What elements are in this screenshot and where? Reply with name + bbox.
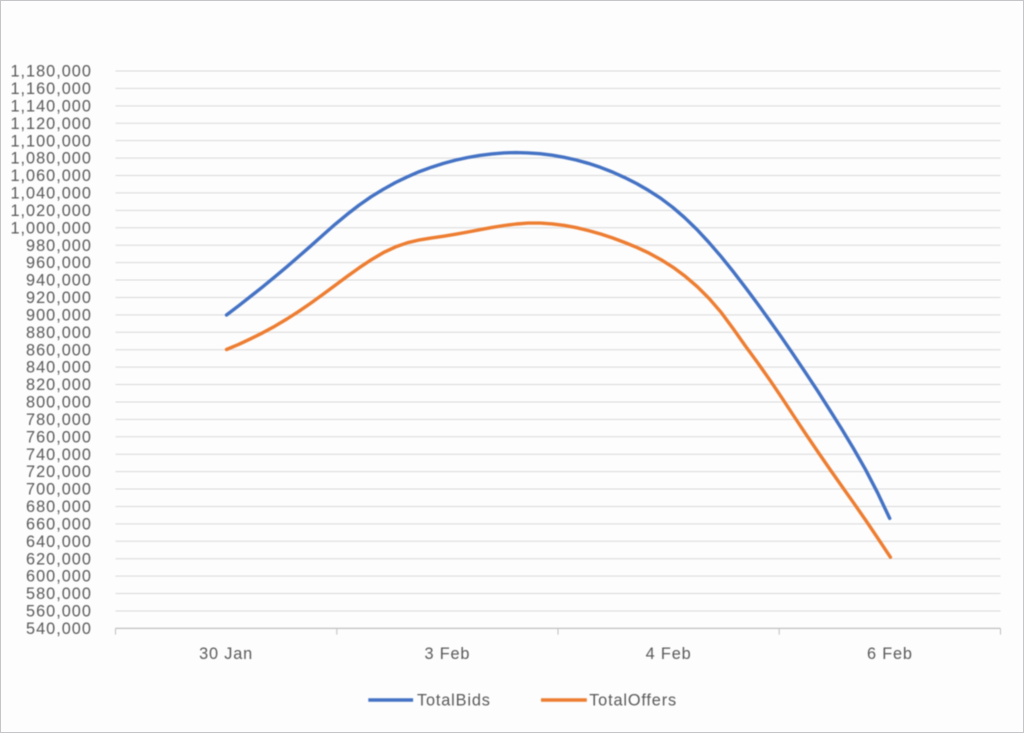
- svg-text:TotalBids: TotalBids: [417, 692, 491, 710]
- svg-text:1,000,000: 1,000,000: [10, 219, 91, 237]
- svg-text:660,000: 660,000: [26, 515, 92, 533]
- svg-text:TotalOffers: TotalOffers: [589, 692, 677, 710]
- svg-text:700,000: 700,000: [26, 481, 92, 499]
- svg-text:1,040,000: 1,040,000: [10, 185, 91, 203]
- svg-text:1,020,000: 1,020,000: [10, 202, 91, 220]
- svg-text:560,000: 560,000: [26, 603, 92, 621]
- svg-text:860,000: 860,000: [26, 341, 92, 359]
- svg-text:820,000: 820,000: [26, 376, 92, 394]
- svg-text:6 Feb: 6 Feb: [867, 645, 913, 663]
- svg-text:1,160,000: 1,160,000: [10, 80, 91, 98]
- svg-text:1,140,000: 1,140,000: [10, 97, 91, 115]
- svg-text:840,000: 840,000: [26, 359, 92, 377]
- svg-text:600,000: 600,000: [26, 568, 92, 586]
- svg-text:800,000: 800,000: [26, 394, 92, 412]
- svg-text:980,000: 980,000: [26, 237, 92, 255]
- svg-text:880,000: 880,000: [26, 324, 92, 342]
- svg-text:30 Jan: 30 Jan: [199, 645, 253, 663]
- svg-text:1,060,000: 1,060,000: [10, 167, 91, 185]
- svg-text:680,000: 680,000: [26, 498, 92, 516]
- svg-text:740,000: 740,000: [26, 446, 92, 464]
- svg-text:1,180,000: 1,180,000: [10, 63, 91, 81]
- svg-text:900,000: 900,000: [26, 306, 92, 324]
- svg-text:640,000: 640,000: [26, 533, 92, 551]
- svg-text:960,000: 960,000: [26, 254, 92, 272]
- svg-text:4 Feb: 4 Feb: [646, 645, 692, 663]
- svg-text:780,000: 780,000: [26, 411, 92, 429]
- svg-text:3 Feb: 3 Feb: [424, 645, 470, 663]
- svg-text:760,000: 760,000: [26, 428, 92, 446]
- svg-text:1,100,000: 1,100,000: [10, 132, 91, 150]
- svg-text:940,000: 940,000: [26, 272, 92, 290]
- svg-text:920,000: 920,000: [26, 289, 92, 307]
- svg-text:580,000: 580,000: [26, 585, 92, 603]
- svg-text:540,000: 540,000: [26, 620, 92, 638]
- svg-text:720,000: 720,000: [26, 463, 92, 481]
- svg-text:1,080,000: 1,080,000: [10, 150, 91, 168]
- svg-text:620,000: 620,000: [26, 550, 92, 568]
- svg-text:1,120,000: 1,120,000: [10, 115, 91, 133]
